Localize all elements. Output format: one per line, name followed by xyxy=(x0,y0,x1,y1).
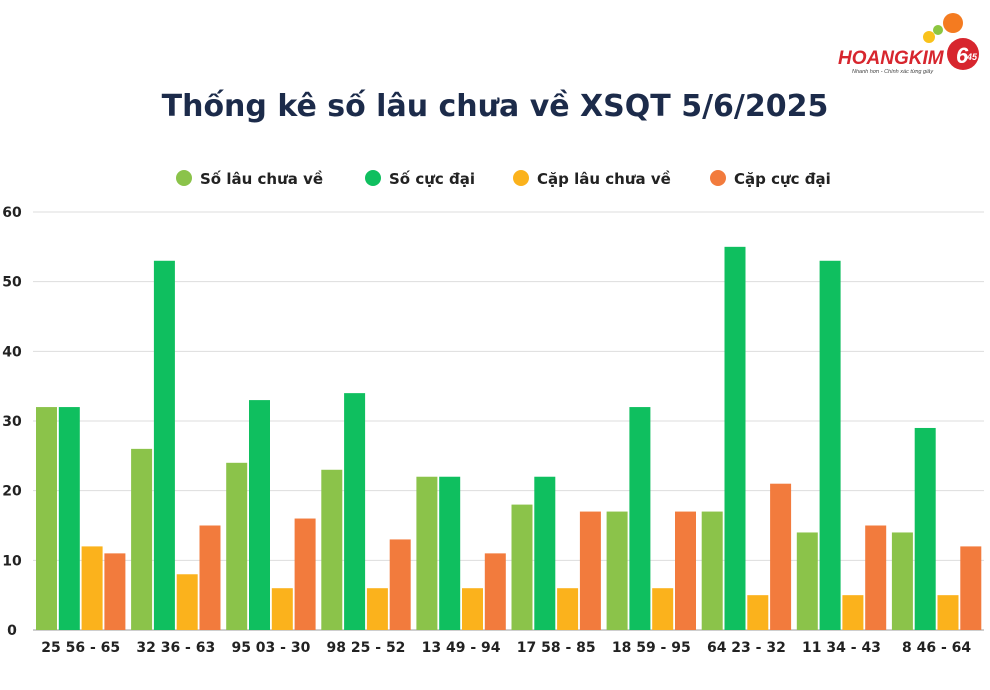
bar xyxy=(176,574,198,630)
x-tick-label: 32 36 - 63 xyxy=(136,640,215,656)
logo-tagline: Nhanh hơn - Chính xác từng giây xyxy=(852,69,934,75)
bar xyxy=(271,588,293,630)
bar xyxy=(606,511,628,630)
legend-label: Số lâu chưa về xyxy=(200,169,323,188)
x-tick-label: 8 46 - 64 xyxy=(902,640,971,656)
bar xyxy=(960,546,982,630)
bar xyxy=(796,532,818,630)
x-tick-label: 64 23 - 32 xyxy=(707,640,786,656)
x-tick-label: 95 03 - 30 xyxy=(231,640,310,656)
bar xyxy=(652,588,674,630)
x-tick-label: 25 56 - 65 xyxy=(41,640,120,656)
bar xyxy=(819,260,841,630)
bar xyxy=(675,511,696,630)
y-tick-label: 0 xyxy=(7,623,17,639)
bar xyxy=(484,553,506,630)
y-tick-label: 10 xyxy=(2,553,22,569)
bar xyxy=(865,525,887,630)
gridlines xyxy=(33,211,984,631)
bar xyxy=(557,588,579,630)
bar xyxy=(226,462,248,630)
bar xyxy=(770,483,792,630)
bar xyxy=(842,595,864,630)
logo-badge-small: 45 xyxy=(966,52,978,62)
bar xyxy=(416,476,438,630)
bar xyxy=(701,511,723,630)
logo-dot-yellow xyxy=(923,31,935,43)
x-tick-label: 11 34 - 43 xyxy=(802,640,881,656)
bar xyxy=(58,407,80,630)
logo-badge-circle xyxy=(947,38,979,70)
bar xyxy=(462,588,483,630)
legend-label: Số cực đại xyxy=(389,169,475,188)
logo-brand-text: HOANGKIM xyxy=(838,48,945,69)
y-tick-label: 40 xyxy=(2,344,22,360)
legend-label: Cặp cực đại xyxy=(734,170,831,188)
bar xyxy=(937,595,959,630)
bar xyxy=(511,504,533,630)
logo-dot-green xyxy=(933,25,943,35)
bar xyxy=(81,546,103,630)
legend-swatch xyxy=(365,170,381,186)
logo-badge-number: 6 xyxy=(956,43,969,68)
x-tick-label: 98 25 - 52 xyxy=(327,640,406,656)
bar xyxy=(294,518,316,630)
brand-logo: 6 45 HOANGKIM Nhanh hơn - Chính xác từng… xyxy=(838,13,979,75)
y-tick-label: 60 xyxy=(2,205,22,221)
bar xyxy=(344,393,366,630)
y-tick-label: 30 xyxy=(2,414,22,430)
legend: Số lâu chưa về Số cực đại Cặp lâu chưa v… xyxy=(176,169,831,188)
bar xyxy=(249,400,270,630)
bar xyxy=(914,427,936,630)
bar xyxy=(131,448,153,630)
bar xyxy=(199,525,221,630)
y-axis: 0 10 20 30 40 50 60 xyxy=(2,205,22,639)
y-tick-label: 20 xyxy=(2,484,22,500)
bar xyxy=(629,407,651,630)
bar xyxy=(579,511,601,630)
bar xyxy=(366,588,388,630)
chart-title: Thống kê số lâu chưa về XSQT 5/6/2025 xyxy=(162,89,829,124)
legend-label: Cặp lâu chưa về xyxy=(537,169,671,188)
bar xyxy=(891,532,913,630)
bar xyxy=(321,469,343,630)
logo-dot-orange xyxy=(943,13,963,33)
bars xyxy=(36,246,982,631)
legend-swatch xyxy=(710,170,726,186)
bar xyxy=(36,407,57,630)
x-tick-label: 17 58 - 85 xyxy=(517,640,596,656)
bar xyxy=(153,260,175,630)
bar xyxy=(747,595,769,630)
x-tick-label: 18 59 - 95 xyxy=(612,640,691,656)
legend-swatch xyxy=(176,170,192,186)
bar xyxy=(104,553,126,630)
x-tick-label: 13 49 - 94 xyxy=(422,640,501,656)
bar xyxy=(534,476,556,630)
bar xyxy=(389,539,411,630)
legend-swatch xyxy=(513,170,529,186)
bar xyxy=(439,476,461,630)
x-axis: 25 56 - 65 32 36 - 63 95 03 - 30 98 25 - 52… xyxy=(41,640,971,656)
y-tick-label: 50 xyxy=(2,275,22,291)
bar xyxy=(724,246,746,631)
